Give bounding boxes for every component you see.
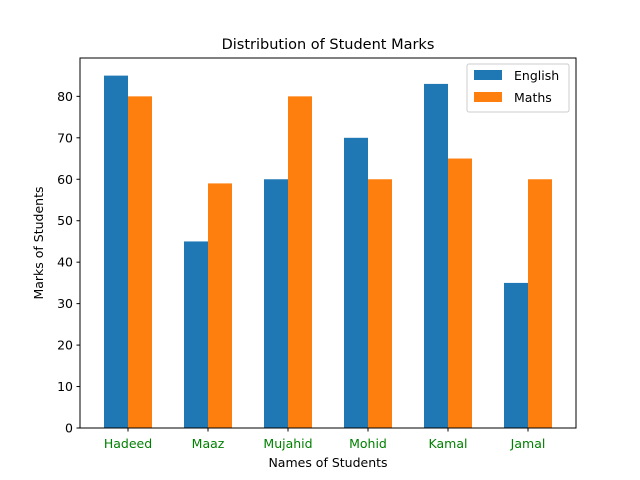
plot-frame: [79, 57, 577, 429]
bar-english-jamal: [504, 282, 528, 428]
bar-english-kamal: [424, 83, 448, 428]
legend: English Maths: [466, 63, 570, 113]
x-tick-label-hadeed: Hadeed: [104, 436, 152, 451]
bar-maths-mohid: [368, 179, 392, 428]
x-axis-ticks: Hadeed Maaz Mujahid Mohid Kamal Jamal: [104, 428, 545, 451]
x-tick-label-mohid: Mohid: [349, 436, 387, 451]
bar-maths-kamal: [448, 158, 472, 428]
bar-maths-mujahid: [288, 96, 312, 428]
x-tick-label-jamal: Jamal: [510, 436, 546, 451]
y-tick-label: 30: [57, 296, 73, 311]
x-axis-label: Names of Students: [268, 455, 387, 470]
chart-title: Distribution of Student Marks: [222, 37, 435, 53]
bar-english-maaz: [184, 241, 208, 428]
legend-label-maths: Maths: [514, 90, 552, 105]
y-axis-label: Marks of Students: [31, 186, 46, 299]
y-axis-ticks: 0 10 20 30 40 50 60 70 80: [57, 89, 80, 436]
legend-swatch-maths: [474, 92, 502, 102]
bar-english-hadeed: [104, 75, 128, 428]
legend-swatch-english: [474, 70, 502, 80]
bar-maths-maaz: [208, 183, 232, 428]
bar-english-mujahid: [264, 179, 288, 428]
x-tick-label-kamal: Kamal: [429, 436, 468, 451]
y-tick-label: 50: [57, 213, 73, 228]
y-tick-label: 60: [57, 172, 73, 187]
bar-english-mohid: [344, 137, 368, 428]
x-tick-label-maaz: Maaz: [192, 436, 225, 451]
y-tick-label: 20: [57, 338, 73, 353]
y-tick-label: 10: [57, 379, 73, 394]
y-tick-label: 70: [57, 130, 73, 145]
y-tick-label: 80: [57, 89, 73, 104]
y-tick-label: 40: [57, 255, 73, 270]
bar-maths-jamal: [528, 179, 552, 428]
legend-label-english: English: [514, 68, 559, 83]
y-tick-label: 0: [65, 421, 73, 436]
bar-maths-hadeed: [128, 96, 152, 428]
bars-group: [104, 75, 552, 428]
x-tick-label-mujahid: Mujahid: [263, 436, 312, 451]
